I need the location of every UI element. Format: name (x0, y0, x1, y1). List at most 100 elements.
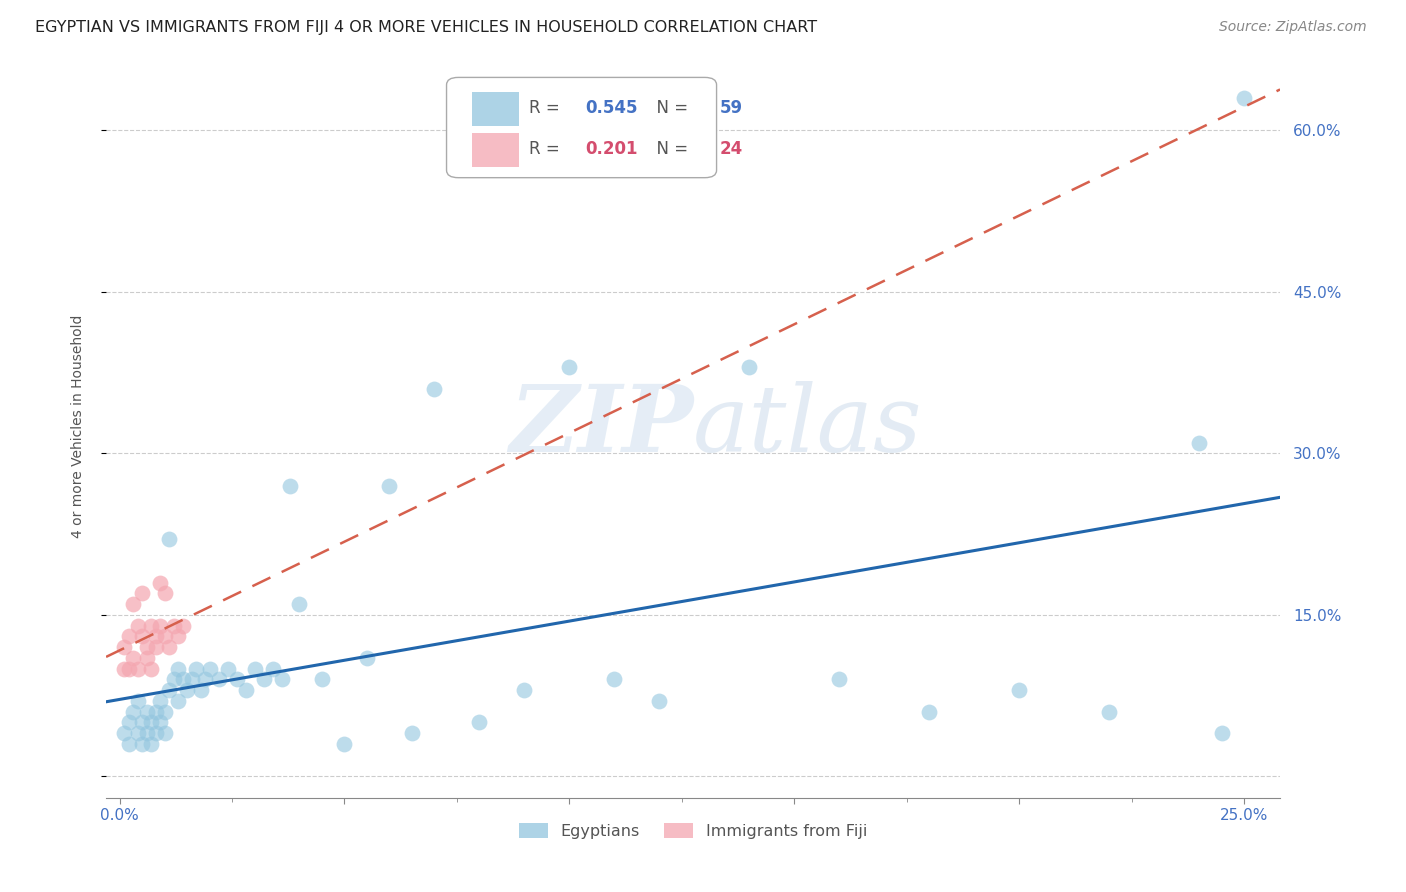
Point (513, 683, 536, 698)
Point (648, 694, 671, 708)
Point (153, 726, 176, 740)
Point (145, 640, 167, 654)
Point (139, 662, 162, 676)
Point (135, 640, 157, 654)
Point (243, 662, 266, 676)
Text: 24: 24 (720, 140, 744, 159)
Point (603, 673, 626, 687)
Point (139, 715, 162, 730)
Point (167, 629, 190, 643)
FancyBboxPatch shape (447, 78, 717, 178)
Point (252, 673, 274, 687)
Point (167, 694, 190, 708)
Text: 59: 59 (720, 100, 744, 118)
Point (1233, 91, 1256, 105)
Point (117, 629, 139, 643)
Point (1188, 435, 1211, 450)
Point (207, 673, 229, 687)
Point (127, 662, 149, 676)
Point (738, 360, 761, 375)
Point (149, 618, 172, 632)
Point (333, 737, 356, 751)
Point (225, 673, 247, 687)
Point (135, 726, 157, 740)
Point (153, 705, 176, 719)
Point (117, 662, 139, 676)
Point (157, 533, 180, 547)
Text: R =: R = (529, 140, 565, 159)
Point (139, 618, 162, 632)
Point (918, 705, 941, 719)
Point (139, 737, 162, 751)
Text: ZIP: ZIP (509, 382, 693, 472)
Point (145, 726, 167, 740)
Point (194, 673, 217, 687)
Point (378, 478, 401, 492)
Point (112, 662, 135, 676)
Point (127, 726, 149, 740)
Text: 0.201: 0.201 (585, 140, 637, 159)
Point (217, 662, 239, 676)
Point (162, 618, 184, 632)
Point (180, 673, 202, 687)
Point (280, 478, 302, 492)
Text: atlas: atlas (693, 382, 922, 472)
Point (198, 662, 221, 676)
Point (157, 640, 180, 654)
Point (131, 737, 153, 751)
Point (131, 586, 153, 600)
Point (117, 737, 139, 751)
Point (135, 651, 157, 665)
Point (468, 715, 491, 730)
Point (127, 694, 149, 708)
Point (262, 662, 284, 676)
Text: EGYPTIAN VS IMMIGRANTS FROM FIJI 4 OR MORE VEHICLES IN HOUSEHOLD CORRELATION CHA: EGYPTIAN VS IMMIGRANTS FROM FIJI 4 OR MO… (35, 20, 817, 35)
Text: N =: N = (647, 100, 693, 118)
Y-axis label: 4 or more Vehicles in Household: 4 or more Vehicles in Household (72, 315, 86, 538)
Point (149, 694, 172, 708)
Point (311, 673, 333, 687)
Point (149, 715, 172, 730)
FancyBboxPatch shape (472, 133, 519, 167)
Point (828, 673, 851, 687)
Point (184, 662, 207, 676)
Point (112, 640, 135, 654)
Point (135, 705, 157, 719)
Point (162, 673, 184, 687)
Point (1098, 705, 1121, 719)
Point (288, 597, 311, 611)
Point (149, 575, 172, 590)
Point (176, 683, 198, 698)
Legend: Egyptians, Immigrants from Fiji: Egyptians, Immigrants from Fiji (513, 817, 873, 846)
Text: N =: N = (647, 140, 693, 159)
Text: Source: ZipAtlas.com: Source: ZipAtlas.com (1219, 20, 1367, 34)
Point (190, 683, 212, 698)
Point (172, 618, 194, 632)
Point (153, 586, 176, 600)
Point (122, 651, 145, 665)
Point (117, 715, 139, 730)
Point (235, 683, 257, 698)
Point (270, 673, 292, 687)
Point (1008, 683, 1031, 698)
Point (131, 629, 153, 643)
Point (423, 382, 446, 396)
Point (401, 726, 423, 740)
Point (122, 705, 145, 719)
Point (356, 651, 378, 665)
Point (153, 629, 176, 643)
Point (122, 597, 145, 611)
FancyBboxPatch shape (472, 92, 519, 126)
Point (157, 683, 180, 698)
Point (145, 629, 167, 643)
Point (131, 715, 153, 730)
Point (167, 662, 190, 676)
Point (127, 618, 149, 632)
Text: R =: R = (529, 100, 565, 118)
Point (112, 726, 135, 740)
Point (172, 673, 194, 687)
Point (145, 705, 167, 719)
Point (1211, 726, 1233, 740)
Point (558, 360, 581, 375)
Text: 0.545: 0.545 (585, 100, 637, 118)
